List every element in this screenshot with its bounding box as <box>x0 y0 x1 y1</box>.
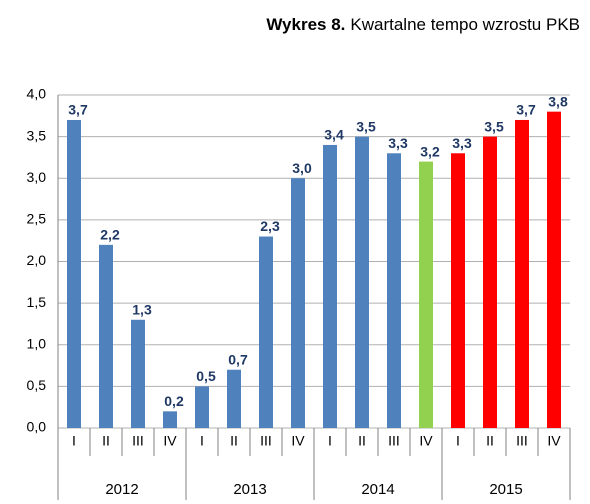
x-tick-label: II <box>230 433 238 449</box>
bar <box>99 244 113 428</box>
x-tick-label: III <box>516 433 528 449</box>
title-text: Kwartalne tempo wzrostu PKB <box>350 15 580 34</box>
bar <box>227 369 241 428</box>
x-tick-label: I <box>456 433 460 449</box>
bar <box>259 236 273 428</box>
y-tick-label: 3,0 <box>27 169 47 185</box>
value-label: 3,8 <box>548 93 568 109</box>
bar <box>323 144 337 428</box>
bar <box>291 178 305 428</box>
value-label: 3,3 <box>452 135 472 151</box>
value-label: 2,3 <box>260 218 280 234</box>
x-tick-label: IV <box>291 433 305 449</box>
y-tick-label: 0,5 <box>27 377 47 393</box>
value-label: 2,2 <box>100 227 120 243</box>
x-tick-label: I <box>72 433 76 449</box>
year-label: 2014 <box>361 481 394 498</box>
bar <box>387 153 401 428</box>
value-label: 3,7 <box>68 102 88 118</box>
chart-title: Wykres 8. Kwartalne tempo wzrostu PKB <box>266 15 580 34</box>
y-tick-label: 1,5 <box>27 294 47 310</box>
value-label: 3,3 <box>388 135 408 151</box>
value-label: 0,2 <box>164 393 184 409</box>
bar <box>483 136 497 428</box>
x-tick-label: III <box>260 433 272 449</box>
bar <box>131 319 145 428</box>
y-tick-label: 3,5 <box>27 127 47 143</box>
x-tick-label: II <box>102 433 110 449</box>
value-label: 3,0 <box>292 160 312 176</box>
year-label: 2013 <box>233 481 266 498</box>
y-tick-label: 0,0 <box>27 419 47 435</box>
bar <box>195 386 209 428</box>
x-tick-label: III <box>132 433 144 449</box>
year-label: 2012 <box>105 481 138 498</box>
y-tick-label: 1,0 <box>27 335 47 351</box>
x-tick-label: III <box>388 433 400 449</box>
value-label: 0,7 <box>228 351 248 367</box>
y-tick-label: 4,0 <box>27 86 47 102</box>
x-tick-label: I <box>200 433 204 449</box>
bar <box>355 136 369 428</box>
value-label: 3,7 <box>516 102 536 118</box>
y-tick-label: 2,0 <box>27 252 47 268</box>
y-tick-label: 2,5 <box>27 211 47 227</box>
value-label: 1,3 <box>132 301 152 317</box>
value-label: 3,5 <box>484 118 504 134</box>
bar <box>419 161 433 428</box>
year-label: 2015 <box>489 481 522 498</box>
title-label: Wykres 8. <box>266 15 345 34</box>
bar <box>67 119 81 428</box>
x-tick-label: IV <box>419 433 433 449</box>
value-label: 3,4 <box>324 127 344 143</box>
x-tick-label: II <box>486 433 494 449</box>
value-label: 0,5 <box>196 368 216 384</box>
value-label: 3,5 <box>356 118 376 134</box>
value-label: 3,2 <box>420 143 440 159</box>
x-tick-label: II <box>358 433 366 449</box>
x-tick-label: I <box>328 433 332 449</box>
x-tick-label: IV <box>547 433 561 449</box>
x-tick-label: IV <box>163 433 177 449</box>
bar <box>515 119 529 428</box>
bar <box>547 111 561 429</box>
bar <box>451 153 465 428</box>
bar <box>163 411 177 428</box>
